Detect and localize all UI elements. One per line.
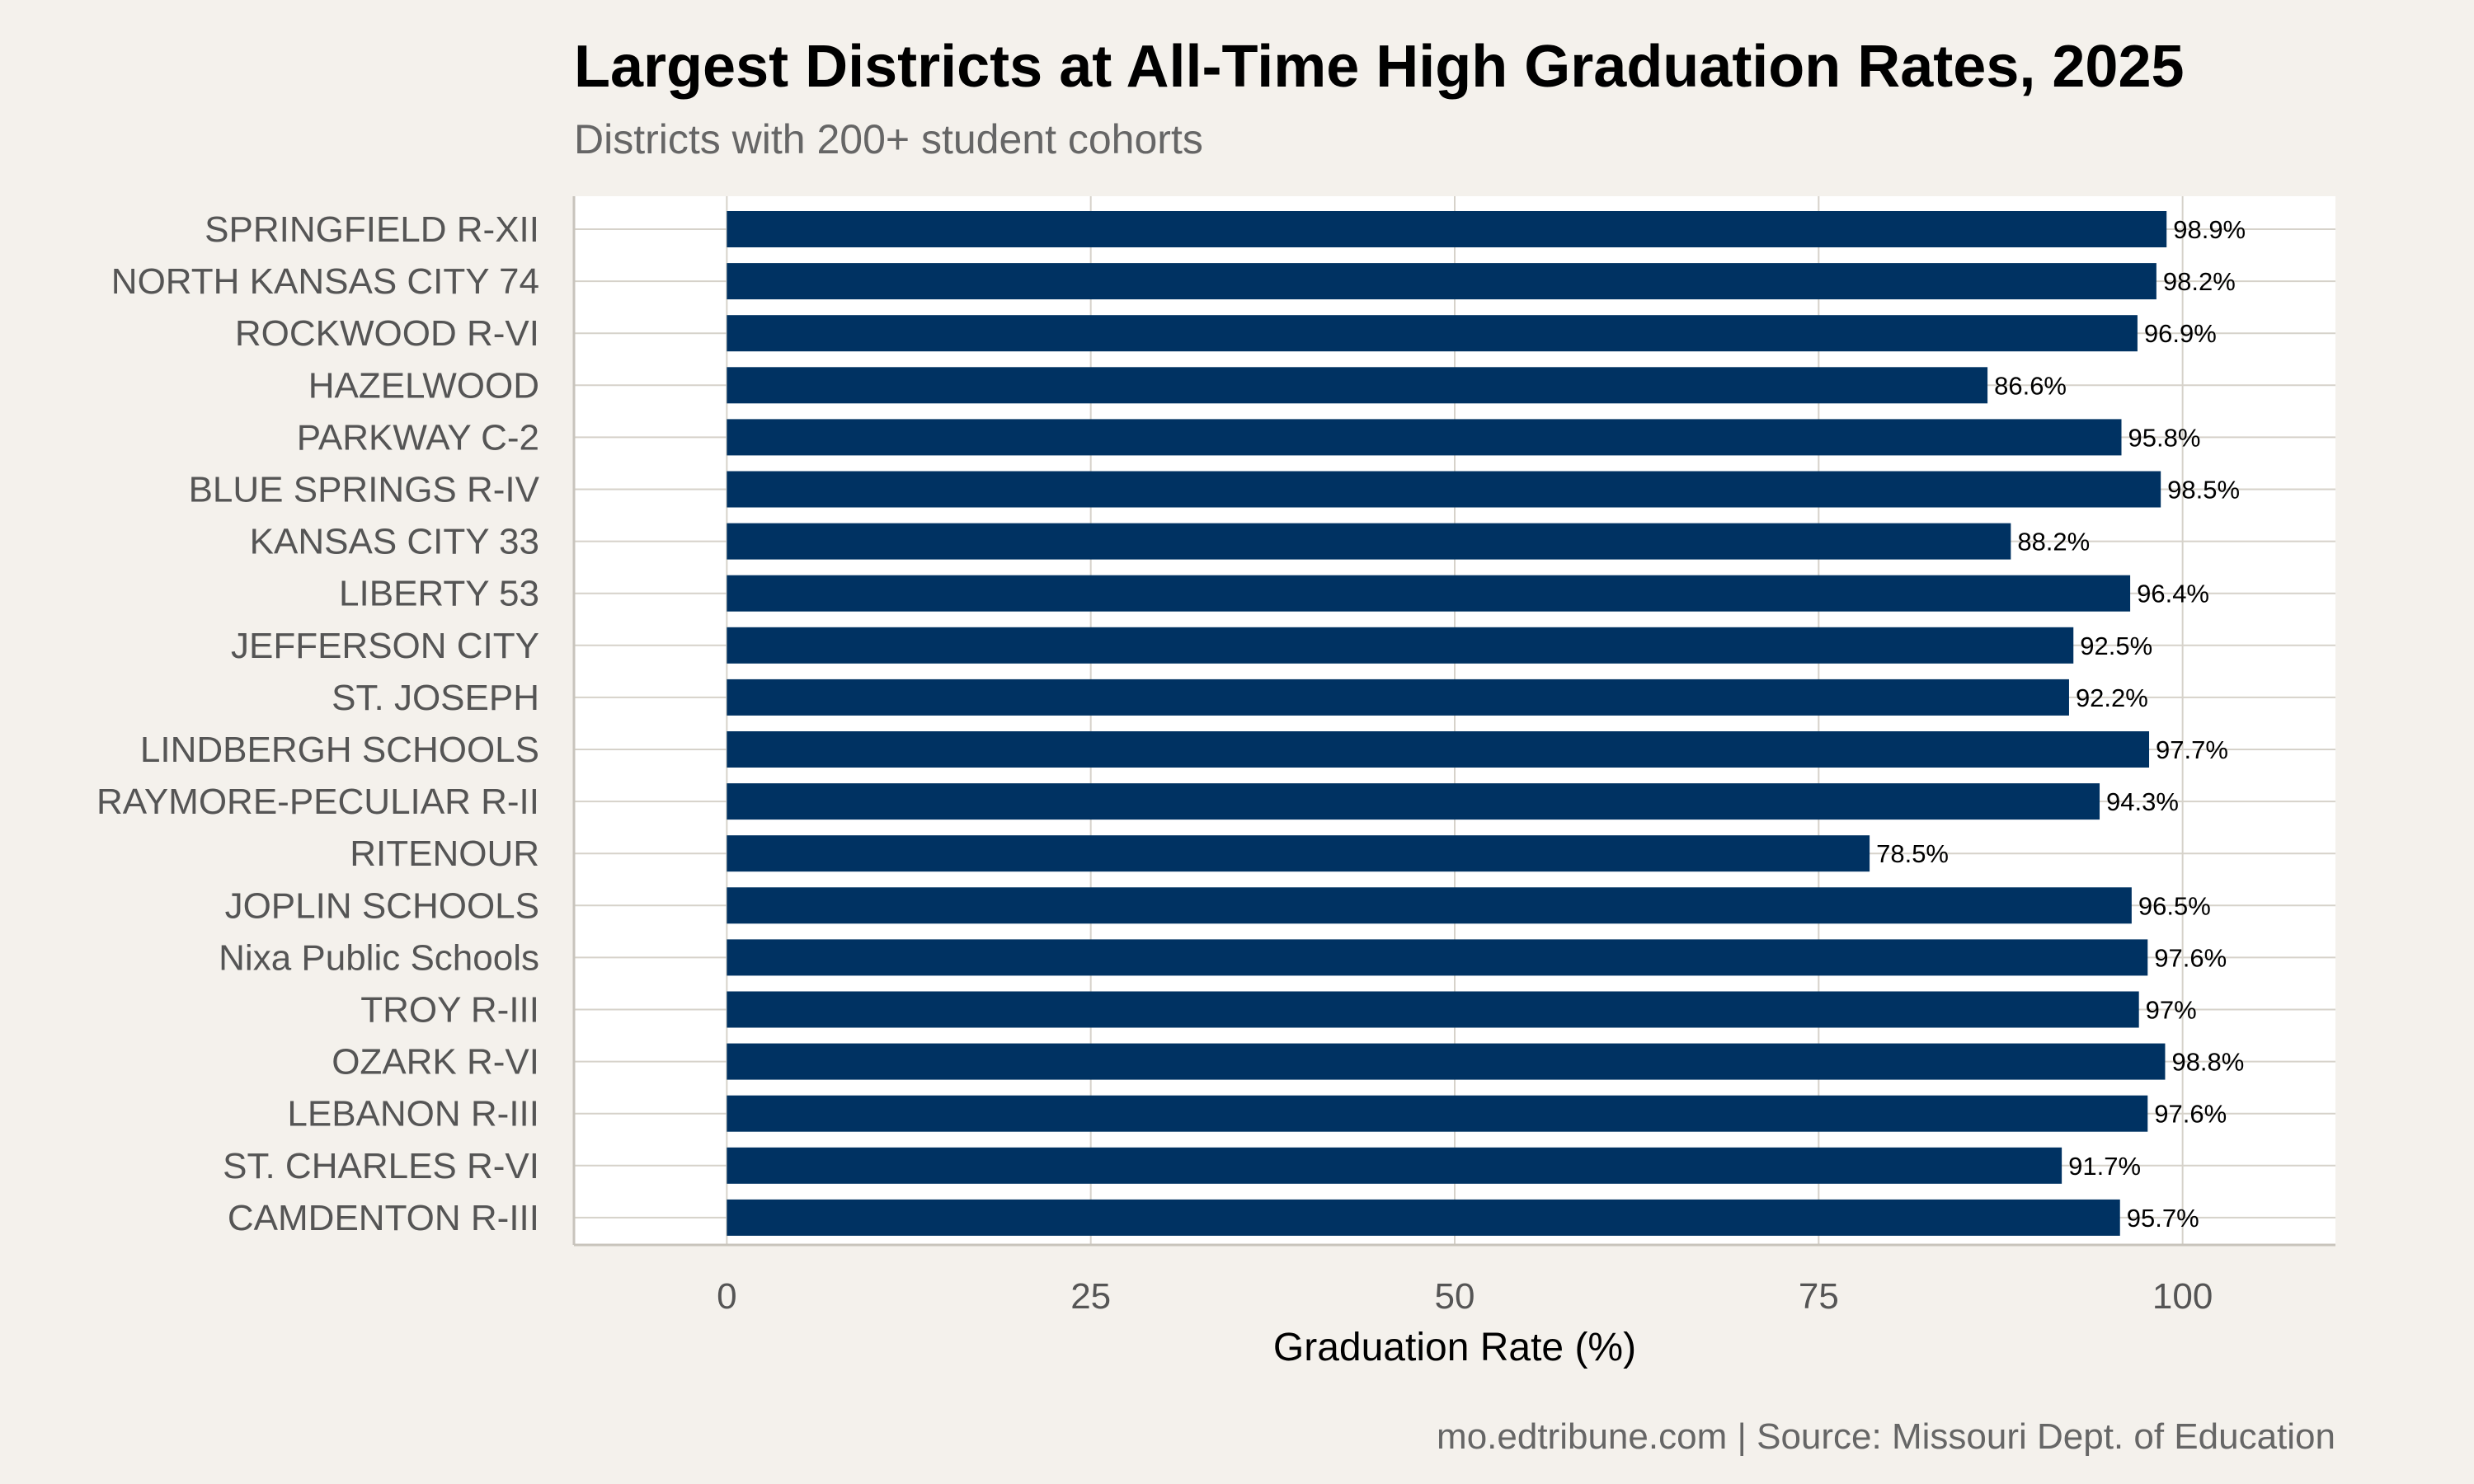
bar-value-label: 97% [2146, 996, 2197, 1025]
chart-title: Largest Districts at All-Time High Gradu… [574, 34, 2185, 100]
y-tick-label: HAZELWOOD [308, 365, 539, 406]
x-tick-labels: 0 25 50 75 100 [717, 1276, 2213, 1317]
y-tick-label: RITENOUR [350, 834, 539, 874]
y-tick-label: Nixa Public Schools [219, 937, 539, 978]
bar-value-label: 92.5% [2080, 632, 2152, 660]
bar [727, 887, 2132, 924]
y-tick-label: LEBANON R-III [287, 1094, 539, 1134]
bar-value-label: 97.6% [2154, 1100, 2227, 1129]
bar [727, 211, 2167, 247]
bar-value-label: 98.2% [2163, 267, 2236, 296]
y-tick-label: JOPLIN SCHOOLS [225, 885, 539, 926]
y-tick-label: LINDBERGH SCHOOLS [140, 730, 539, 770]
bar-value-label: 98.5% [2167, 476, 2240, 505]
y-tick-label: PARKWAY C-2 [297, 417, 539, 458]
bar [727, 367, 1988, 404]
bar-value-label: 88.2% [2017, 528, 2090, 556]
x-tick-label: 0 [717, 1276, 736, 1317]
bar [727, 991, 2139, 1028]
bar-value-label: 86.6% [1994, 371, 2067, 400]
bar [727, 627, 2074, 664]
x-tick-label: 50 [1435, 1276, 1475, 1317]
bar-value-label: 91.7% [2068, 1152, 2141, 1181]
y-tick-label: KANSAS CITY 33 [250, 522, 539, 562]
x-axis-title: Graduation Rate (%) [1273, 1326, 1636, 1369]
bar-value-label: 96.9% [2144, 319, 2217, 348]
bar-value-label: 97.7% [2156, 735, 2228, 764]
y-tick-label: SPRINGFIELD R-XII [205, 209, 539, 250]
bar [727, 835, 1870, 872]
bar [727, 263, 2157, 300]
y-tick-label: JEFFERSON CITY [231, 626, 539, 666]
y-tick-label: ROCKWOOD R-VI [235, 313, 539, 354]
y-tick-label: ST. JOSEPH [332, 678, 539, 718]
bar [727, 679, 2069, 716]
y-tick-label: RAYMORE-PECULIAR R-II [96, 782, 539, 822]
bar-value-label: 95.8% [2128, 423, 2201, 452]
bar-value-label: 78.5% [1876, 839, 1949, 868]
bar-value-label: 95.7% [2127, 1204, 2199, 1233]
y-tick-label: NORTH KANSAS CITY 74 [111, 261, 539, 302]
bars [727, 211, 2167, 1236]
bar [727, 419, 2122, 456]
bar [727, 1147, 2062, 1184]
bar [727, 1199, 2120, 1236]
y-tick-label: BLUE SPRINGS R-IV [189, 470, 540, 510]
y-tick-label: TROY R-III [360, 990, 539, 1031]
bar-value-label: 97.6% [2154, 943, 2227, 972]
chart-subtitle: Districts with 200+ student cohorts [574, 116, 1203, 162]
bar [727, 1043, 2166, 1080]
bar [727, 731, 2150, 768]
bar [727, 315, 2138, 352]
bar-value-label: 96.5% [2138, 891, 2211, 920]
bar [727, 939, 2148, 976]
bar-value-label: 92.2% [2076, 683, 2148, 712]
x-tick-label: 25 [1070, 1276, 1111, 1317]
bar [727, 471, 2161, 508]
y-tick-label: LIBERTY 53 [339, 574, 539, 614]
y-tick-label: ST. CHARLES R-VI [223, 1146, 539, 1186]
bar-value-label: 96.4% [2137, 580, 2209, 608]
y-tick-label: OZARK R-VI [332, 1042, 539, 1082]
bar [727, 783, 2100, 820]
bar-value-label: 94.3% [2106, 787, 2179, 816]
y-tick-label: CAMDENTON R-III [228, 1198, 539, 1238]
bar [727, 1095, 2148, 1132]
chart-caption: mo.edtribune.com | Source: Missouri Dept… [1437, 1416, 2335, 1457]
bar-value-label: 98.8% [2171, 1048, 2244, 1077]
category-labels: SPRINGFIELD R-XII NORTH KANSAS CITY 74 ROC… [96, 209, 540, 1238]
bar-value-label: 98.9% [2173, 215, 2246, 244]
bar [727, 523, 2011, 560]
value-labels: 98.9% 98.2% 96.9% 86.6% 95.8% 98.5% 88.2% 96.4%… [1876, 215, 2246, 1233]
x-tick-label: 75 [1799, 1276, 1839, 1317]
x-tick-label: 100 [2152, 1276, 2213, 1317]
bar [727, 575, 2131, 612]
